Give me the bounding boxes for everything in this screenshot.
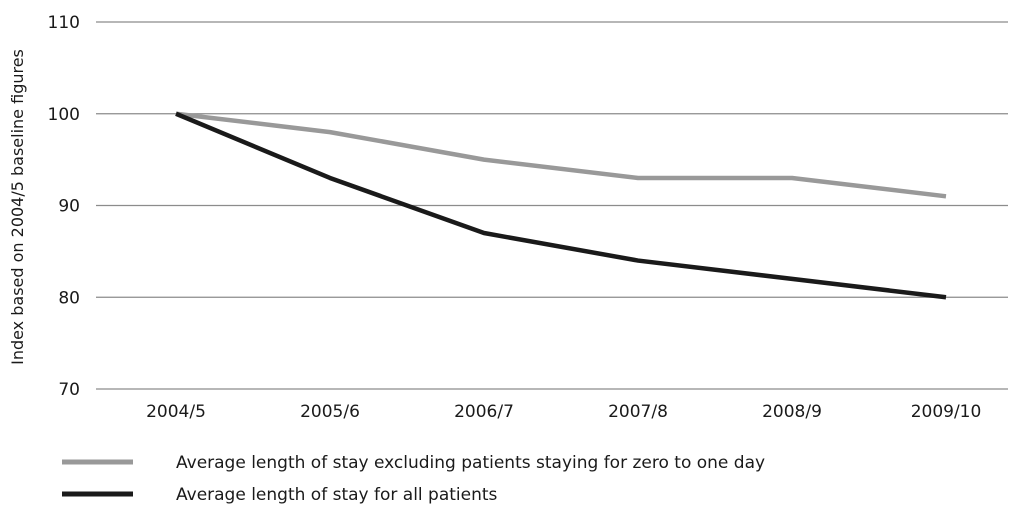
x-tick-labels: 2004/5 2005/6 2006/7 2007/8 2008/9 2009/10	[146, 402, 981, 422]
y-tick-label: 70	[58, 380, 80, 400]
series-lines	[175, 111, 947, 300]
x-tick-label: 2006/7	[454, 402, 514, 422]
series-line-1	[175, 111, 947, 199]
y-axis-title: Index based on 2004/5 baseline figures	[8, 49, 27, 365]
y-tick-label: 100	[48, 105, 80, 125]
series-line-2	[175, 111, 947, 300]
legend-label: Average length of stay excluding patient…	[176, 453, 765, 473]
legend-label: Average length of stay for all patients	[176, 485, 498, 505]
x-tick-label: 2004/5	[146, 402, 206, 422]
y-tick-label: 80	[58, 288, 80, 308]
gridlines	[96, 21, 1008, 390]
legend: Average length of stay excluding patient…	[62, 453, 765, 505]
x-tick-label: 2005/6	[300, 402, 360, 422]
y-tick-label: 110	[48, 13, 80, 33]
y-tick-labels: 70 80 90 100 110	[48, 13, 80, 400]
x-tick-label: 2008/9	[762, 402, 822, 422]
x-tick-label: 2007/8	[608, 402, 668, 422]
y-tick-label: 90	[58, 197, 80, 217]
x-tick-label: 2009/10	[911, 402, 982, 422]
